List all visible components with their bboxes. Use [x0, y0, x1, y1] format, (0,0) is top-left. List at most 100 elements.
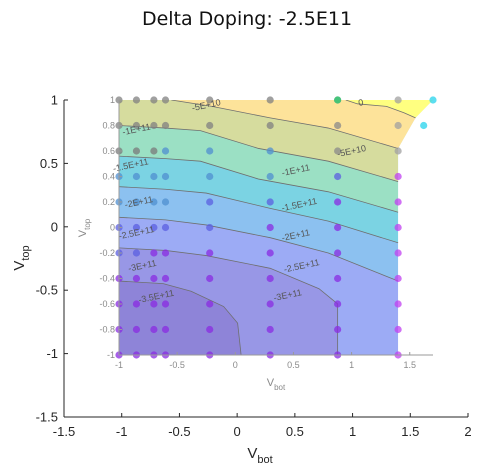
sample-point	[334, 198, 342, 206]
sample-point	[132, 172, 141, 181]
outer-x-tick-label: 0	[234, 424, 241, 439]
sample-point	[161, 223, 170, 232]
inner-contour-lines	[119, 100, 416, 355]
sample-point	[132, 325, 141, 334]
sample-point	[161, 300, 170, 308]
sample-point	[150, 249, 158, 257]
inner-x-axis-label: Vbot	[267, 377, 286, 392]
inner-y-tick-label: -0.6	[99, 299, 115, 309]
inner-y-tick-label: -0.4	[99, 274, 115, 284]
sample-point	[429, 96, 437, 104]
outer-axes: -1.5 -1 -0.5 0 0.5 1 1.5 2 -1.5 -1 -0.5 0 0.5 1 Vbot Vt…	[11, 93, 472, 467]
sample-point	[161, 325, 170, 334]
outer-y-tick-label: 0	[51, 219, 58, 234]
sample-point	[334, 223, 342, 232]
sample-point	[266, 274, 274, 283]
outer-y-tick-label: 1	[51, 93, 58, 108]
sample-point	[150, 172, 158, 181]
sample-point	[150, 274, 158, 283]
sample-point	[161, 172, 170, 181]
sample-point	[394, 300, 402, 308]
sample-point	[266, 223, 274, 232]
sample-point	[150, 223, 158, 232]
sample-point	[266, 147, 274, 155]
sample-point	[394, 274, 402, 283]
sample-point	[420, 121, 428, 130]
contour-label: 0	[357, 97, 364, 108]
inner-x-tick-label: 0.5	[287, 360, 300, 370]
sample-point	[394, 121, 402, 130]
inner-y-tick-label: -1	[107, 350, 115, 360]
outer-x-tick-label: 1.5	[401, 424, 419, 439]
sample-point	[132, 274, 141, 283]
sample-point	[394, 172, 402, 181]
contour-line	[119, 125, 399, 182]
sample-point	[394, 198, 402, 206]
inner-y-tick-label: 0.2	[102, 197, 115, 207]
sample-point	[206, 96, 214, 104]
inner-x-tick-label: -1	[115, 360, 123, 370]
sample-point	[206, 198, 214, 206]
sample-point	[132, 96, 141, 104]
sample-point	[150, 121, 158, 130]
inner-y-tick-label: 0.8	[102, 121, 115, 131]
no-data-region	[398, 100, 433, 355]
outer-x-tick-label: 2	[464, 424, 471, 439]
sample-point	[132, 300, 141, 308]
inner-x-tick-label: 0	[233, 360, 238, 370]
outer-y-tick-label: 0.5	[40, 156, 58, 171]
sample-point	[150, 325, 158, 334]
inner-y-axis-label: Vtop	[77, 218, 92, 237]
outer-x-tick-label: -0.5	[168, 424, 190, 439]
sample-point	[150, 147, 158, 155]
contour-line	[171, 100, 399, 149]
inner-y-tick-label: -0.2	[99, 248, 115, 258]
outer-x-tick-label: -1	[116, 424, 128, 439]
sample-point	[266, 300, 274, 308]
inner-x-tick-label: -0.5	[169, 360, 185, 370]
sample-point	[132, 121, 141, 130]
sample-point	[266, 325, 274, 334]
sample-point	[161, 96, 170, 104]
sample-point	[266, 198, 274, 206]
contour-line	[119, 186, 399, 244]
contour-line	[119, 155, 399, 213]
sample-point	[334, 172, 342, 181]
sample-point	[150, 96, 158, 104]
sample-point	[206, 223, 214, 232]
sample-point	[334, 147, 342, 155]
sample-point	[266, 121, 274, 130]
sample-point	[394, 96, 402, 104]
sample-point	[161, 121, 170, 130]
sample-point	[394, 325, 402, 334]
sample-point	[132, 147, 141, 155]
sample-point	[132, 249, 141, 257]
outer-x-tick-label: -1.5	[53, 424, 75, 439]
sample-point	[334, 249, 342, 257]
sample-point	[206, 325, 214, 334]
sample-point	[161, 147, 170, 155]
sample-point	[334, 96, 342, 104]
outer-x-tick-label: 1	[349, 424, 356, 439]
sample-point	[206, 249, 214, 257]
sample-point	[266, 172, 274, 181]
sample-point	[266, 96, 274, 104]
inner-y-tick-label: -0.8	[99, 325, 115, 335]
contour-band	[119, 281, 242, 355]
outer-y-axis-label: Vtop	[11, 245, 32, 270]
inner-y-tick-label: 0.6	[102, 146, 115, 156]
sample-point	[132, 198, 141, 206]
inner-axes: -1 -0.5 0 0.5 1 1.5 -1 -0.8 -0.6 -0.4 -0.2 0 0.2 0.4 0…	[77, 95, 433, 392]
sample-point	[266, 249, 274, 257]
inner-y-tick-label: 1	[110, 95, 115, 105]
sample-point	[206, 274, 214, 283]
contour-band	[171, 100, 433, 149]
sample-point	[334, 325, 342, 334]
sample-point	[394, 147, 402, 155]
sample-point	[206, 147, 214, 155]
contour-line	[119, 280, 242, 355]
inner-y-tick-label: 0	[110, 223, 115, 233]
sample-point	[150, 198, 158, 206]
sample-point	[161, 274, 170, 283]
